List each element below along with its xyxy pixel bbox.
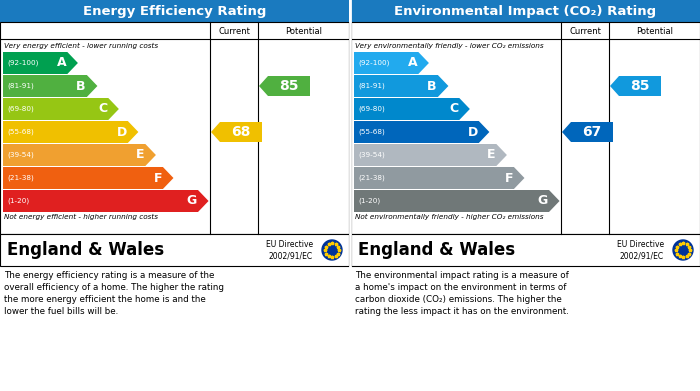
Bar: [351, 22, 700, 234]
Polygon shape: [610, 76, 661, 96]
Text: (81-91): (81-91): [358, 83, 385, 89]
Text: (1-20): (1-20): [7, 198, 29, 204]
Text: The environmental impact rating is a measure of
a home's impact on the environme: The environmental impact rating is a mea…: [355, 271, 569, 316]
Text: England & Wales: England & Wales: [7, 241, 164, 259]
Bar: [0, 22, 349, 234]
Polygon shape: [354, 52, 429, 74]
Polygon shape: [3, 98, 119, 120]
Polygon shape: [3, 52, 78, 74]
Circle shape: [673, 240, 693, 260]
Text: 85: 85: [630, 79, 650, 93]
Bar: [0, 234, 349, 266]
Text: Environmental Impact (CO₂) Rating: Environmental Impact (CO₂) Rating: [394, 5, 657, 18]
Text: EU Directive
2002/91/EC: EU Directive 2002/91/EC: [617, 240, 664, 260]
Text: (55-68): (55-68): [7, 129, 34, 135]
Text: Not energy efficient - higher running costs: Not energy efficient - higher running co…: [4, 214, 158, 220]
Text: A: A: [407, 57, 417, 70]
Polygon shape: [354, 190, 559, 212]
Text: Current: Current: [218, 27, 250, 36]
Text: (69-80): (69-80): [358, 106, 385, 112]
Text: G: G: [187, 194, 197, 208]
Text: C: C: [449, 102, 459, 115]
Text: F: F: [505, 172, 513, 185]
Text: (39-54): (39-54): [358, 152, 385, 158]
Text: E: E: [487, 149, 496, 161]
Polygon shape: [354, 167, 524, 189]
Bar: [351, 0, 700, 22]
Text: Very energy efficient - lower running costs: Very energy efficient - lower running co…: [4, 43, 158, 49]
Text: (92-100): (92-100): [7, 60, 38, 66]
Circle shape: [322, 240, 342, 260]
Text: (21-38): (21-38): [7, 175, 34, 181]
Text: (69-80): (69-80): [7, 106, 34, 112]
Text: A: A: [57, 57, 66, 70]
Polygon shape: [3, 167, 174, 189]
Polygon shape: [3, 144, 156, 166]
Text: B: B: [427, 79, 437, 93]
Text: (1-20): (1-20): [358, 198, 380, 204]
Bar: [0, 0, 349, 22]
Text: 67: 67: [582, 125, 601, 139]
Polygon shape: [354, 98, 470, 120]
Text: (81-91): (81-91): [7, 83, 34, 89]
Text: Very environmentally friendly - lower CO₂ emissions: Very environmentally friendly - lower CO…: [355, 43, 544, 49]
Text: (55-68): (55-68): [358, 129, 385, 135]
Polygon shape: [562, 122, 613, 142]
Polygon shape: [3, 190, 209, 212]
Text: (92-100): (92-100): [358, 60, 389, 66]
Polygon shape: [259, 76, 310, 96]
Text: B: B: [76, 79, 86, 93]
Polygon shape: [354, 144, 507, 166]
Bar: [351, 234, 700, 266]
Polygon shape: [3, 121, 139, 143]
Text: 85: 85: [279, 79, 299, 93]
Text: (21-38): (21-38): [358, 175, 385, 181]
Text: Potential: Potential: [285, 27, 322, 36]
Text: Current: Current: [569, 27, 601, 36]
Text: Not environmentally friendly - higher CO₂ emissions: Not environmentally friendly - higher CO…: [355, 214, 543, 220]
Polygon shape: [354, 121, 489, 143]
Text: EU Directive
2002/91/EC: EU Directive 2002/91/EC: [266, 240, 313, 260]
Polygon shape: [3, 75, 97, 97]
Text: 68: 68: [231, 125, 251, 139]
Polygon shape: [211, 122, 262, 142]
Text: England & Wales: England & Wales: [358, 241, 515, 259]
Text: Potential: Potential: [636, 27, 673, 36]
Text: Energy Efficiency Rating: Energy Efficiency Rating: [83, 5, 266, 18]
Text: F: F: [153, 172, 162, 185]
Text: The energy efficiency rating is a measure of the
overall efficiency of a home. T: The energy efficiency rating is a measur…: [4, 271, 224, 316]
Text: G: G: [538, 194, 548, 208]
Text: D: D: [116, 126, 127, 138]
Text: E: E: [136, 149, 144, 161]
Text: C: C: [98, 102, 107, 115]
Text: D: D: [468, 126, 478, 138]
Text: (39-54): (39-54): [7, 152, 34, 158]
Polygon shape: [354, 75, 449, 97]
